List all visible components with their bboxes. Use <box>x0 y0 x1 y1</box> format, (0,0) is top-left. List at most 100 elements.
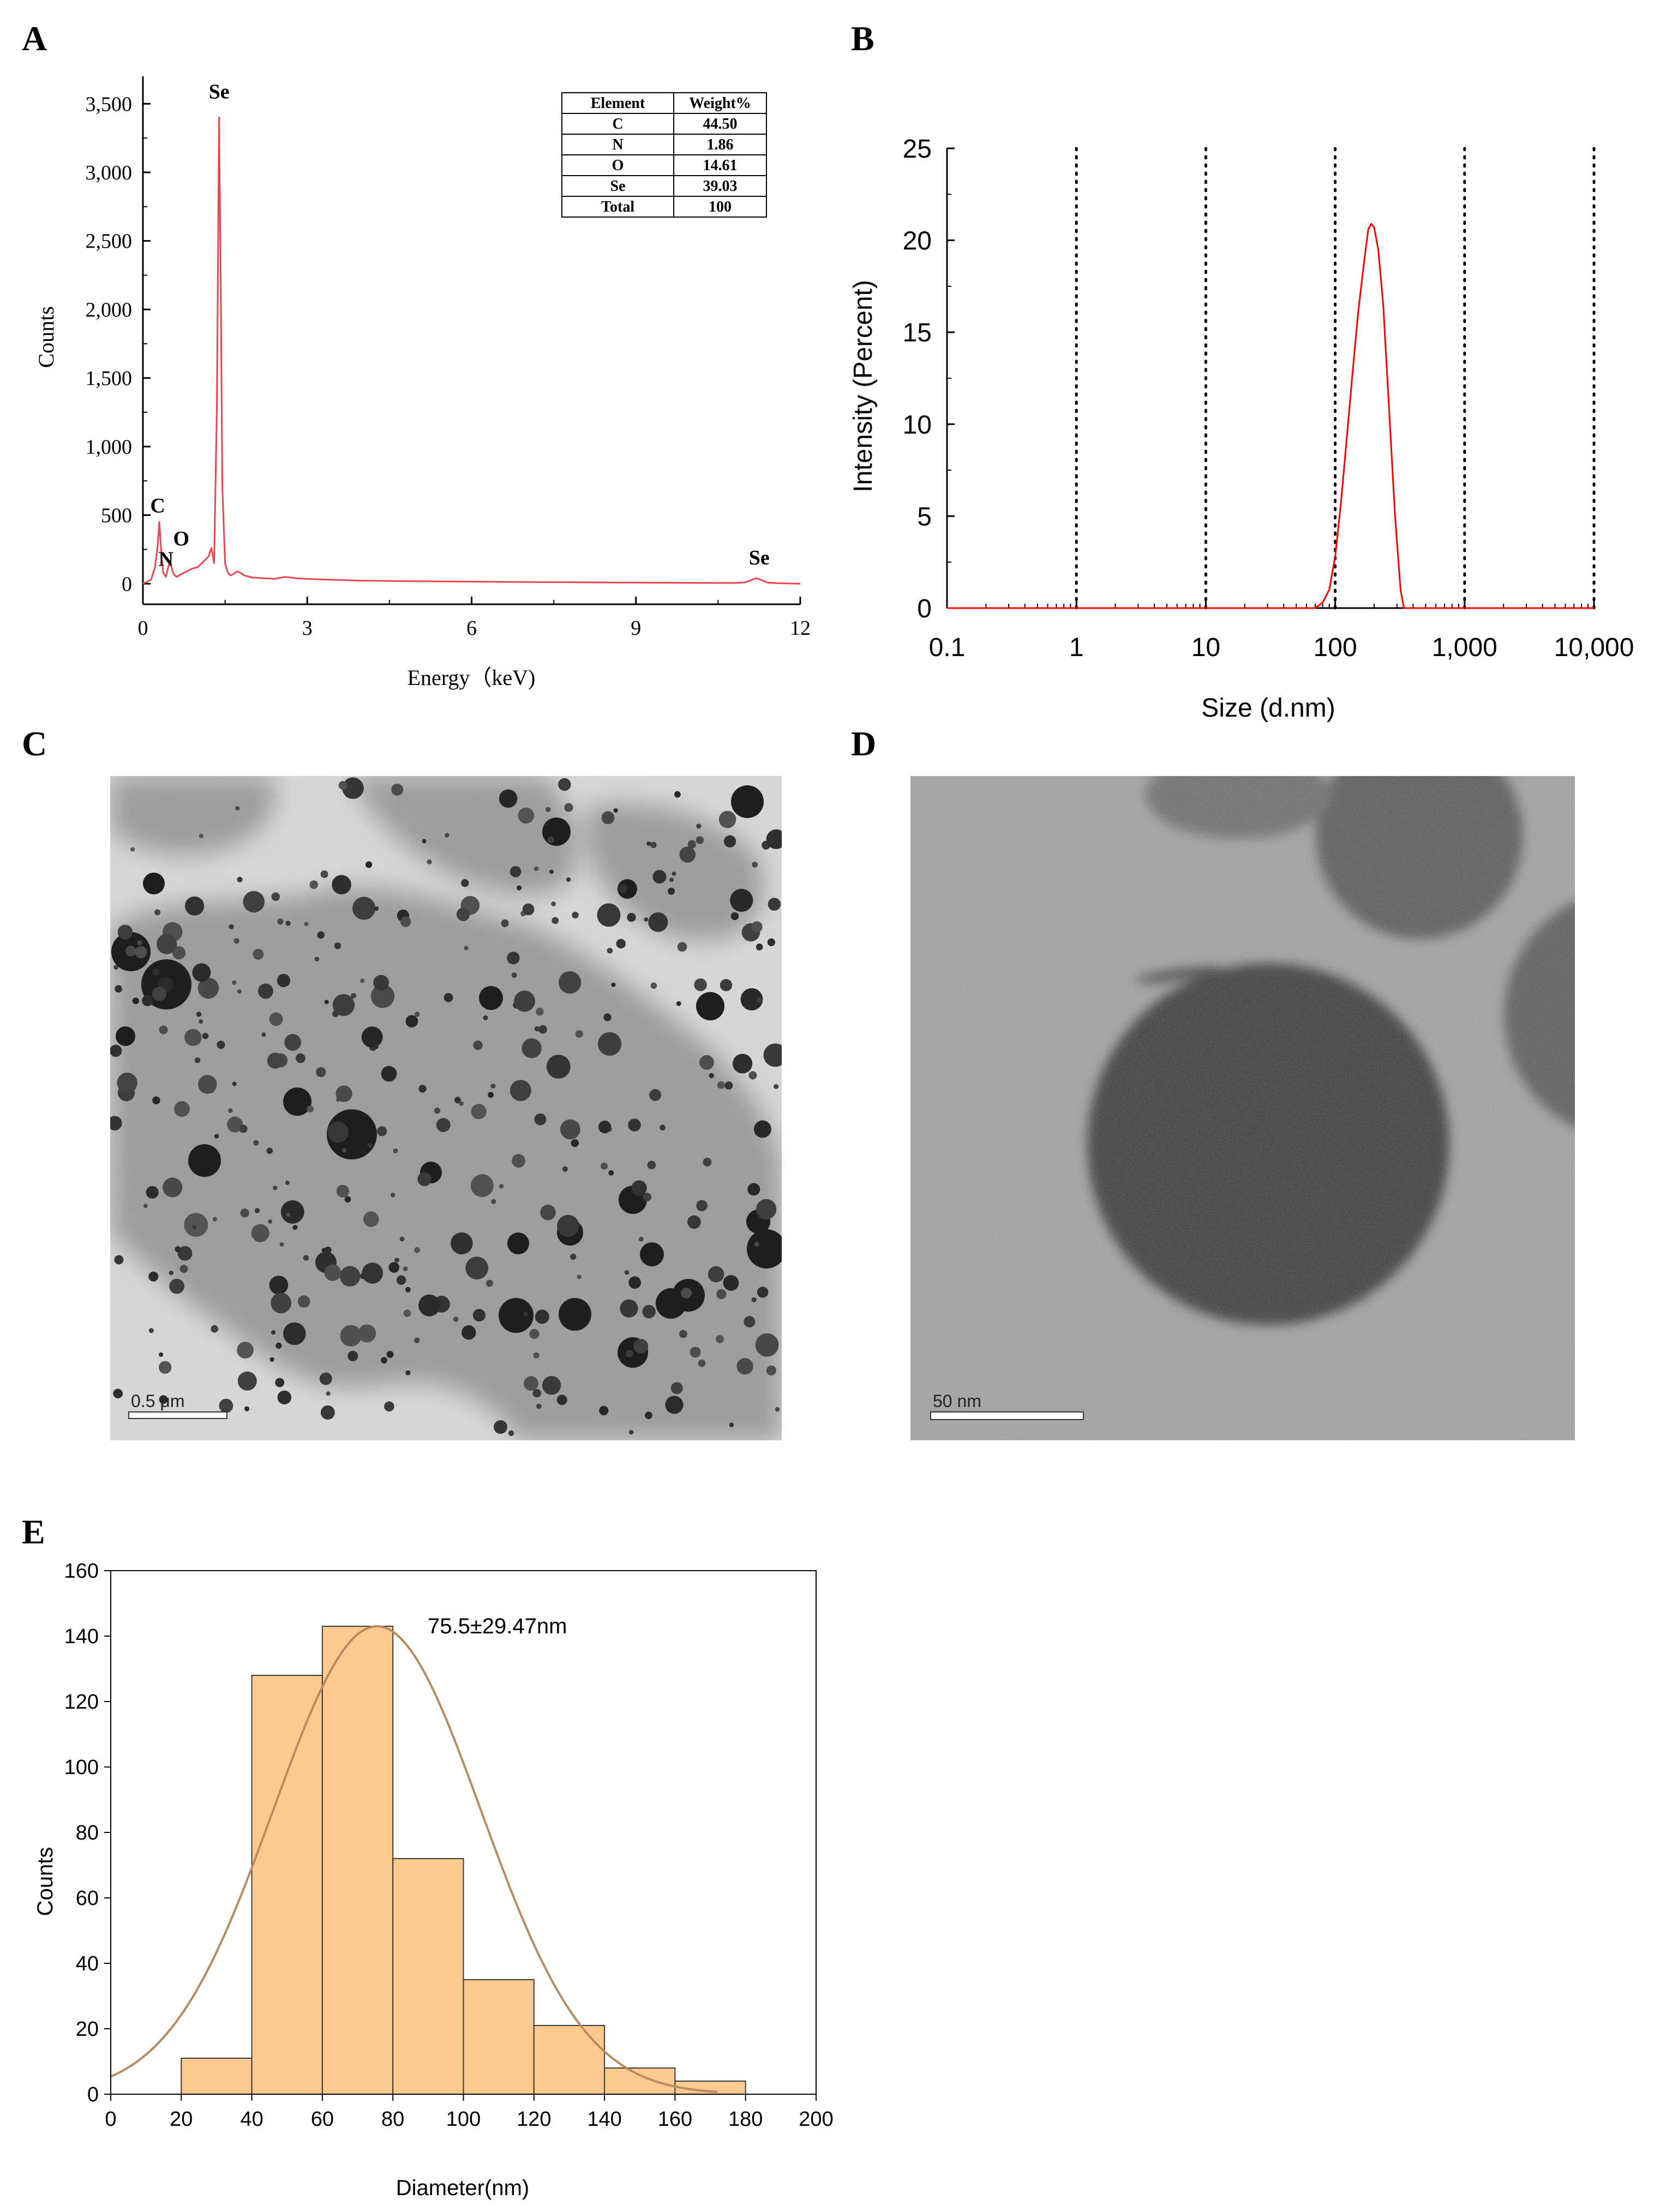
eds-y-tick-label: 3,000 <box>86 161 133 184</box>
histogram-bars <box>181 1626 746 2095</box>
eds-y-tick-label: 2,000 <box>86 298 133 321</box>
gaussian-fit-curve <box>110 1625 718 2093</box>
histogram-x-tick-label: 0 <box>105 2108 116 2131</box>
histogram-bar <box>251 1675 323 2095</box>
panel-label-e: E <box>22 1512 45 1551</box>
eds-y-tick-label: 1,500 <box>86 367 133 390</box>
table-cell <box>673 196 767 218</box>
eds-peak-label: Se <box>749 546 770 569</box>
eds-x-tick-label: 9 <box>631 617 641 640</box>
dls-gridlines <box>1075 147 1596 610</box>
histogram-ticks: 0 20 40 60 80 100 120 140 160 180 200 0 20 40 60 80 100 1… <box>64 1560 834 2131</box>
dls-x-tick-label: 10,000 <box>1554 633 1634 662</box>
dls-intensity-line <box>947 223 1594 609</box>
eds-y-tick-label: 3,500 <box>86 93 133 116</box>
histogram-y-axis-label: Counts <box>33 1847 57 1916</box>
histogram-y-tick-label: 20 <box>76 2018 99 2041</box>
eds-y-axis-label: Counts <box>34 306 58 368</box>
table-cell <box>561 134 674 155</box>
table-value: 44.50 <box>703 116 738 133</box>
dls-y-tick-label: 5 <box>917 502 932 531</box>
eds-y-tick-label: 1,000 <box>86 436 133 459</box>
table-header: Weight% <box>689 95 751 112</box>
table-cell <box>673 175 767 197</box>
dls-axes <box>946 148 1594 609</box>
table-cell <box>673 134 767 155</box>
dls-series <box>947 223 1594 609</box>
histogram-x-tick-label: 60 <box>311 2108 334 2131</box>
dls-y-tick-label: 25 <box>903 135 932 164</box>
eds-x-tick-label: 3 <box>302 617 313 640</box>
table-header: Element <box>591 95 645 112</box>
gaussian-fit <box>110 1625 718 2093</box>
dls-y-tick-label: 20 <box>903 227 932 256</box>
table-value: Se <box>610 178 626 195</box>
histogram-bar <box>533 2025 606 2095</box>
dls-x-tick-label: 0.1 <box>929 633 966 662</box>
histogram-y-tick-label: 60 <box>76 1887 99 1910</box>
histogram-x-tick-label: 200 <box>799 2108 833 2131</box>
histogram-x-tick-label: 100 <box>446 2108 481 2131</box>
tem-image-high-mag: 50 nm <box>910 776 1575 1440</box>
scale-bar-label-d: 50 nm <box>933 1391 981 1411</box>
eds-peak-label: N <box>158 548 173 571</box>
dls-x-tick-label: 100 <box>1314 633 1357 662</box>
eds-x-axis-label: Energy（keV) <box>407 665 536 690</box>
histogram-y-tick-label: 0 <box>87 2083 99 2106</box>
histogram-x-tick-label: 20 <box>170 2108 193 2131</box>
table-value: 100 <box>709 199 732 215</box>
scale-bar-c <box>128 1411 227 1419</box>
eds-peak-label: Se <box>209 80 230 103</box>
histogram-bar <box>463 1979 535 2095</box>
histogram-annotation: 75.5±29.47nm <box>428 1614 567 1638</box>
dls-x-axis-label: Size (d.nm) <box>1201 694 1335 723</box>
table-value: O <box>612 157 624 174</box>
histogram-y-tick-label: 100 <box>64 1756 99 1779</box>
panel-label-a: A <box>22 19 47 58</box>
table-value: 14.61 <box>703 157 738 174</box>
table-value: 39.03 <box>703 178 738 195</box>
eds-x-tick-label: 0 <box>138 617 148 640</box>
histogram-x-tick-label: 160 <box>658 2108 692 2131</box>
scale-bar-label-c: 0.5 μm <box>131 1391 184 1411</box>
panel-label-b: B <box>851 19 874 58</box>
histogram-y-tick-label: 40 <box>76 1952 99 1975</box>
eds-x-tick-label: 12 <box>790 617 811 640</box>
eds-spectrum-line <box>142 116 801 585</box>
element-weight-table: Element Weight% C 44.50 N 1.86 O 14.61 Se 39.03 To… <box>561 92 767 218</box>
histogram-bar <box>321 1626 394 2095</box>
histogram-y-tick-label: 80 <box>76 1822 99 1844</box>
eds-peak-label: C <box>150 495 165 518</box>
histogram-y-tick-label: 160 <box>64 1560 99 1583</box>
table-value: Total <box>601 199 634 215</box>
histogram-bar <box>181 2058 253 2095</box>
histogram-y-tick-label: 140 <box>64 1625 99 1648</box>
dls-y-axis-label: Intensity (Percent) <box>849 280 878 492</box>
table-cell <box>561 175 674 197</box>
dls-y-tick-label: 0 <box>917 594 932 623</box>
tem-image-low-mag: 0.5 μm <box>110 776 782 1440</box>
eds-y-tick-label: 2,500 <box>86 230 133 253</box>
table-value: C <box>612 116 623 133</box>
histogram-bar <box>392 1858 464 2095</box>
histogram-x-tick-label: 80 <box>381 2108 404 2131</box>
eds-series <box>142 116 801 585</box>
scale-bar-d <box>930 1411 1084 1420</box>
dls-x-tick-label: 1,000 <box>1432 633 1497 662</box>
dls-x-tick-label: 1 <box>1069 633 1084 662</box>
eds-peak-label: O <box>173 527 190 550</box>
table-cell <box>673 92 767 114</box>
histogram-y-tick-label: 120 <box>64 1691 99 1714</box>
histogram-x-tick-label: 40 <box>240 2108 263 2131</box>
dls-y-tick-label: 15 <box>903 318 932 347</box>
histogram-bar <box>604 2067 676 2095</box>
table-value: 1.86 <box>707 136 734 153</box>
dls-x-tick-label: 10 <box>1191 633 1220 662</box>
histogram-x-tick-label: 120 <box>517 2108 551 2131</box>
eds-spectrum-chart: 0 3 6 9 12 0 500 1,000 1,500 2,000 2,500 3,000 3,500… <box>34 76 811 690</box>
panel-label-d: D <box>851 724 876 763</box>
eds-y-tick-label: 0 <box>122 573 132 596</box>
table-cell <box>673 113 767 135</box>
